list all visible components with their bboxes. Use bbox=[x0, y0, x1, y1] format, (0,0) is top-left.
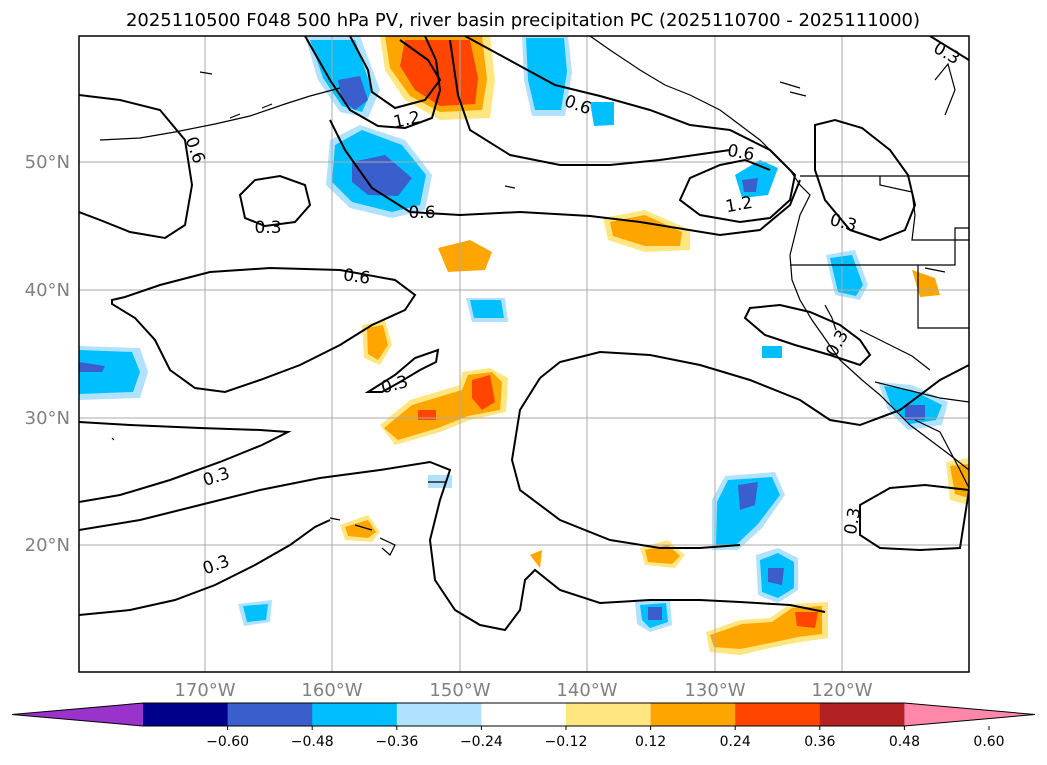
lon-label: 130°W bbox=[684, 680, 745, 701]
latitude-labels: 50°N 40°N 30°N 20°N bbox=[25, 152, 70, 556]
colorbar-outline bbox=[11, 702, 1036, 727]
colorbar-segment bbox=[481, 703, 567, 726]
lon-label: 140°W bbox=[556, 680, 617, 701]
contour-label: 0.6 bbox=[408, 203, 435, 223]
coastline-layer bbox=[99, 36, 969, 556]
colorbar-tick-label: 0.36 bbox=[804, 734, 835, 750]
lat-label: 20°N bbox=[25, 535, 70, 556]
lat-label: 50°N bbox=[25, 152, 70, 173]
contour-label: 1.2 bbox=[724, 193, 754, 217]
colorbar-tick-label: 0.24 bbox=[720, 734, 751, 750]
colorbar-segment bbox=[227, 703, 313, 726]
pv-contour-layer bbox=[79, 36, 969, 632]
contour-label: 0.3 bbox=[254, 218, 281, 238]
lon-label: 170°W bbox=[174, 680, 235, 701]
lon-label: 120°W bbox=[811, 680, 872, 701]
figure-title: 2025110500 F048 500 hPa PV, river basin … bbox=[126, 10, 920, 31]
colorbar-tick-label: −0.48 bbox=[291, 734, 334, 750]
lon-label: 150°W bbox=[429, 680, 490, 701]
colorbar-tick-label: 0.12 bbox=[635, 734, 666, 750]
precip-fill-layer bbox=[79, 36, 969, 655]
colorbar-tick-label: −0.24 bbox=[460, 734, 503, 750]
colorbar-tick-label: −0.36 bbox=[375, 734, 418, 750]
lat-label: 30°N bbox=[25, 408, 70, 429]
longitude-labels: 170°W 160°W 150°W 140°W 130°W 120°W bbox=[174, 680, 872, 701]
colorbar: −0.60 −0.48 −0.36 −0.24 −0.12 0.12 0.24 0.36 0.4… bbox=[11, 702, 1036, 750]
colorbar-tick-label: −0.60 bbox=[206, 734, 249, 750]
colorbar-tick-label: 0.48 bbox=[889, 734, 920, 750]
colorbar-extend-low bbox=[12, 703, 143, 726]
colorbar-tick-label: −0.12 bbox=[545, 734, 588, 750]
lon-label: 160°W bbox=[301, 680, 362, 701]
colorbar-segment bbox=[396, 703, 482, 726]
map-gridlines bbox=[79, 36, 969, 672]
colorbar-segment bbox=[650, 703, 736, 726]
colorbar-segment bbox=[143, 703, 229, 726]
colorbar-tick-label: 0.60 bbox=[973, 734, 1004, 750]
map-frame bbox=[78, 35, 970, 673]
colorbar-segment bbox=[819, 703, 905, 726]
colorbar-segment bbox=[312, 703, 398, 726]
colorbar-segment bbox=[735, 703, 821, 726]
contour-label: 0.3 bbox=[841, 506, 865, 536]
map-panel bbox=[79, 36, 969, 672]
contour-label: 0.6 bbox=[726, 141, 756, 165]
colorbar-extend-high bbox=[904, 703, 1035, 726]
contour-label: 0.6 bbox=[342, 265, 372, 289]
lat-label: 40°N bbox=[25, 280, 70, 301]
colorbar-segment bbox=[566, 703, 652, 726]
